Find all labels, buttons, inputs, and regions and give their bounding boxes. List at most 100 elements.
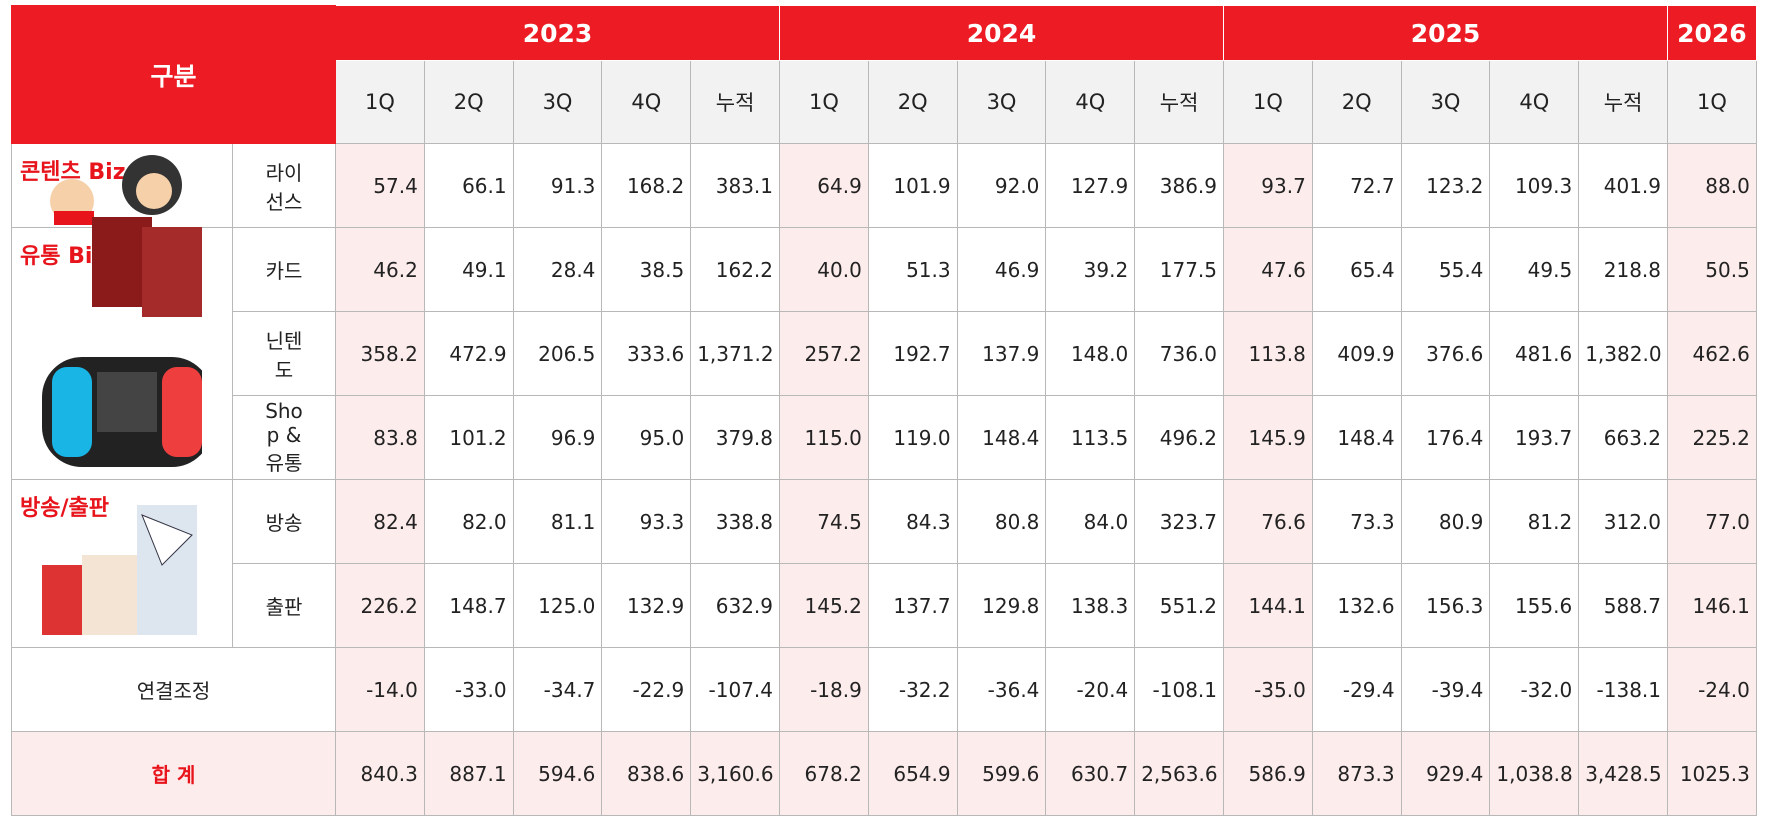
cell: 55.4: [1401, 228, 1490, 312]
cell: 630.7: [1046, 732, 1135, 816]
cell: 80.9: [1401, 480, 1490, 564]
row-label: 출판: [261, 591, 307, 620]
cell: 72.7: [1312, 144, 1401, 228]
cell: 1025.3: [1668, 732, 1757, 816]
cell: 73.3: [1312, 480, 1401, 564]
cell: 46.2: [336, 228, 425, 312]
cell: 101.2: [424, 396, 513, 480]
cell: 386.9: [1135, 144, 1224, 228]
year-header: 2025: [1224, 6, 1668, 61]
cell: 82.4: [336, 480, 425, 564]
cell: -32.0: [1490, 648, 1579, 732]
cell: 736.0: [1135, 312, 1224, 396]
cell: 109.3: [1490, 144, 1579, 228]
cell: 594.6: [513, 732, 602, 816]
row-label: Shop &유통: [261, 399, 307, 476]
cell: 551.2: [1135, 564, 1224, 648]
quarter-header: 누적: [1579, 61, 1668, 144]
cell: 193.7: [1490, 396, 1579, 480]
cell: 177.5: [1135, 228, 1224, 312]
cell: 481.6: [1490, 312, 1579, 396]
cell: 113.5: [1046, 396, 1135, 480]
cell: 632.9: [691, 564, 780, 648]
quarter-header: 1Q: [336, 61, 425, 144]
cell: 206.5: [513, 312, 602, 396]
cell: 168.2: [602, 144, 691, 228]
cell: 144.1: [1224, 564, 1313, 648]
cell: 678.2: [780, 732, 869, 816]
cell: 92.0: [957, 144, 1046, 228]
cell: 46.9: [957, 228, 1046, 312]
cell: 1,371.2: [691, 312, 780, 396]
adjustment-row: 연결조정-14.0-33.0-34.7-22.9-107.4-18.9-32.2…: [12, 648, 1757, 732]
cell: -32.2: [868, 648, 957, 732]
cell: 663.2: [1579, 396, 1668, 480]
quarter-header: 3Q: [513, 61, 602, 144]
year-header: 2023: [336, 6, 780, 61]
cell: 929.4: [1401, 732, 1490, 816]
cell: 49.1: [424, 228, 513, 312]
cell: 113.8: [1224, 312, 1313, 396]
year-header: 2026: [1668, 6, 1757, 61]
cell: -35.0: [1224, 648, 1313, 732]
cell: 148.4: [1312, 396, 1401, 480]
row-label-cell: Shop &유통: [233, 396, 336, 480]
cell: 50.5: [1668, 228, 1757, 312]
data-row: 닌텐도358.2472.9206.5333.61,371.2257.2192.7…: [12, 312, 1757, 396]
cell: 47.6: [1224, 228, 1313, 312]
cell: -138.1: [1579, 648, 1668, 732]
cell: 88.0: [1668, 144, 1757, 228]
cell: 91.3: [513, 144, 602, 228]
cell: 129.8: [957, 564, 1046, 648]
quarter-header: 3Q: [957, 61, 1046, 144]
cell: 125.0: [513, 564, 602, 648]
quarter-header: 누적: [691, 61, 780, 144]
cell: 148.0: [1046, 312, 1135, 396]
cell: 145.9: [1224, 396, 1313, 480]
cell: 162.2: [691, 228, 780, 312]
cell: 28.4: [513, 228, 602, 312]
cell: 77.0: [1668, 480, 1757, 564]
cell: 123.2: [1401, 144, 1490, 228]
row-label: 방송: [261, 507, 307, 536]
cell: 84.0: [1046, 480, 1135, 564]
quarter-header: 누적: [1135, 61, 1224, 144]
cell: -18.9: [780, 648, 869, 732]
data-row: 유통 Biz카드46.249.128.438.5162.240.051.346.…: [12, 228, 1757, 312]
cell: 312.0: [1579, 480, 1668, 564]
cell: 383.1: [691, 144, 780, 228]
cell: 40.0: [780, 228, 869, 312]
quarter-header: 4Q: [602, 61, 691, 144]
cell: 654.9: [868, 732, 957, 816]
cell: 333.6: [602, 312, 691, 396]
cell: 39.2: [1046, 228, 1135, 312]
cell: 65.4: [1312, 228, 1401, 312]
cell: 586.9: [1224, 732, 1313, 816]
cell: 81.1: [513, 480, 602, 564]
cell: 145.2: [780, 564, 869, 648]
cell: -108.1: [1135, 648, 1224, 732]
cell: 3,160.6: [691, 732, 780, 816]
header-label: 구분: [12, 6, 336, 144]
cell: 132.6: [1312, 564, 1401, 648]
cell: 148.4: [957, 396, 1046, 480]
cell: 127.9: [1046, 144, 1135, 228]
cell: 93.7: [1224, 144, 1313, 228]
group-cell: 방송/출판: [12, 480, 233, 648]
cell: 83.8: [336, 396, 425, 480]
cell: 3,428.5: [1579, 732, 1668, 816]
row-label: 카드: [261, 255, 307, 284]
cell: 146.1: [1668, 564, 1757, 648]
quarter-header: 1Q: [1224, 61, 1313, 144]
cell: 132.9: [602, 564, 691, 648]
cell: -36.4: [957, 648, 1046, 732]
cell: 148.7: [424, 564, 513, 648]
row-label-cell: 방송: [233, 480, 336, 564]
quarter-header: 4Q: [1046, 61, 1135, 144]
cell: 462.6: [1668, 312, 1757, 396]
cell: 1,382.0: [1579, 312, 1668, 396]
